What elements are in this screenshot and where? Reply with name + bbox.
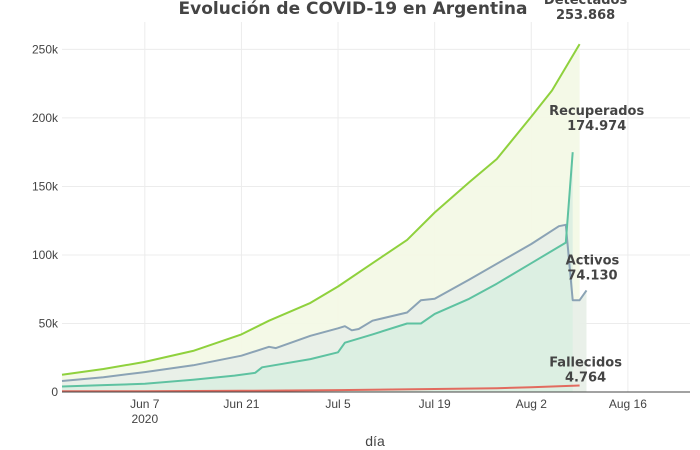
annotation-series-value: 4.764 (565, 370, 606, 385)
y-tick-label: 200k (32, 111, 59, 125)
line-fallecidos (61, 384, 580, 393)
area-recuperados (62, 152, 573, 392)
x-tick-label: Jun 21 (223, 397, 259, 411)
x-tick-label: Jul 5 (325, 397, 351, 411)
annotation-series-name: Detectados (544, 0, 628, 8)
annotation-series-value: 174.974 (567, 119, 626, 134)
x-tick-sublabel: 2020 (131, 412, 158, 426)
x-tick-label: Jul 19 (419, 397, 451, 411)
x-axis-title: día (365, 433, 385, 449)
annotation-series-name: Fallecidos (549, 355, 622, 370)
line-activos (61, 223, 588, 382)
annotation-series-name: Activos (566, 253, 620, 268)
annotation-series-value: 74.130 (567, 268, 617, 283)
y-tick-label: 0 (51, 385, 58, 399)
line-detectados (61, 43, 581, 376)
chart-title: Evolución de COVID-19 en Argentina (179, 0, 528, 19)
y-tick-label: 100k (32, 248, 59, 262)
line-recuperados (61, 152, 574, 388)
x-tick-label: Aug 16 (609, 397, 647, 411)
annotation-series-name: Recuperados (549, 104, 644, 119)
x-tick-label: Aug 2 (516, 397, 548, 411)
y-tick-label: 50k (39, 316, 59, 330)
x-tick-label: Jun 7 (130, 397, 160, 411)
annotation-series-value: 253.868 (556, 8, 615, 23)
y-tick-label: 150k (32, 179, 59, 193)
y-tick-label: 250k (32, 42, 59, 56)
